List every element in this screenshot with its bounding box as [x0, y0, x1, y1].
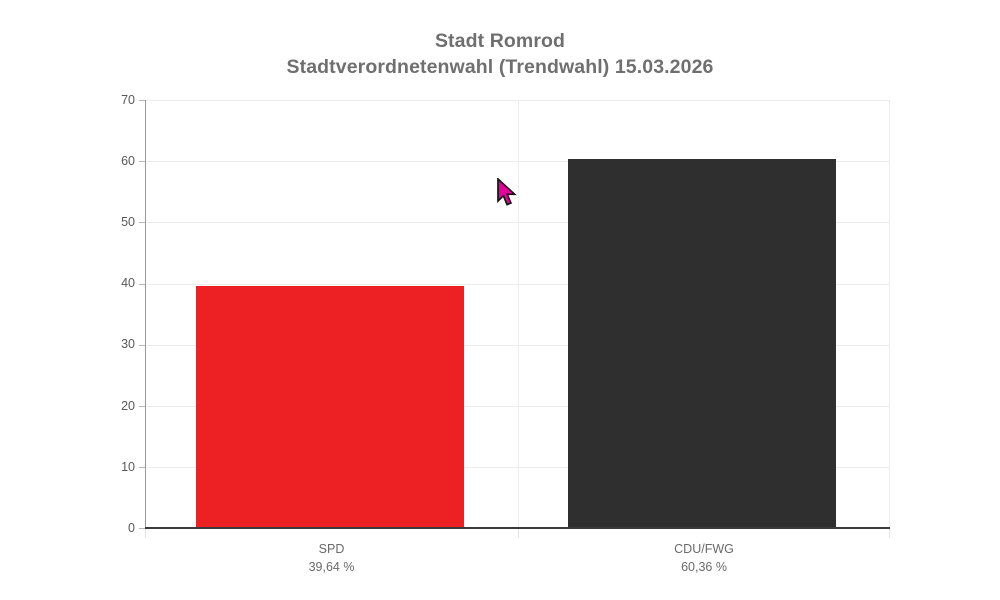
chart-title-line-1: Stadt Romrod	[434, 30, 566, 52]
vgridline-right	[889, 100, 890, 528]
y-tick-label-50: 50	[121, 215, 135, 229]
chart-title: Stadt Romrod Stadtverordnetenwahl (Trend…	[0, 28, 1000, 80]
y-tick-label-60: 60	[121, 154, 135, 168]
gridline-50	[145, 222, 890, 223]
bar-spd[interactable]	[196, 285, 464, 528]
y-tick-mark-40	[139, 284, 145, 285]
gridline-40	[145, 284, 890, 285]
y-tick-mark-10	[139, 467, 145, 468]
y-tick-label-30: 30	[121, 337, 135, 351]
y-tick-mark-50	[139, 222, 145, 223]
plot-area	[145, 100, 890, 528]
category-value-spd: 39,64 %	[308, 560, 355, 574]
category-name-spd: SPD	[318, 542, 345, 556]
gridline-60	[145, 161, 890, 162]
y-axis-line	[145, 100, 146, 528]
gridline-30	[145, 345, 890, 346]
y-tick-mark-70	[139, 100, 145, 101]
vgridline-middle	[518, 100, 519, 528]
x-tick-stub-left	[145, 529, 146, 538]
y-tick-label-70: 70	[121, 93, 135, 107]
category-label-cdu-fwg: CDU/FWG 60,36 %	[518, 540, 890, 576]
gridline-20	[145, 406, 890, 407]
y-tick-mark-30	[139, 345, 145, 346]
category-value-cdu-fwg: 60,36 %	[681, 560, 727, 574]
gridline-70	[145, 100, 890, 101]
category-label-spd: SPD 39,64 %	[145, 540, 518, 576]
category-name-cdu-fwg: CDU/FWG	[674, 542, 734, 556]
y-tick-mark-20	[139, 406, 145, 407]
y-tick-label-10: 10	[121, 460, 135, 474]
x-tick-stub-right	[889, 529, 890, 538]
gridline-10	[145, 467, 890, 468]
y-tick-label-0: 0	[128, 521, 135, 535]
chart-title-line-2: Stadtverordnetenwahl (Trendwahl) 15.03.2…	[286, 56, 714, 78]
x-tick-stub-middle	[518, 529, 519, 538]
y-tick-label-20: 20	[121, 399, 135, 413]
bar-cdu-fwg[interactable]	[568, 158, 836, 528]
y-tick-label-40: 40	[121, 276, 135, 290]
x-axis-line	[145, 527, 890, 529]
y-tick-mark-0	[139, 528, 145, 529]
y-tick-mark-60	[139, 161, 145, 162]
